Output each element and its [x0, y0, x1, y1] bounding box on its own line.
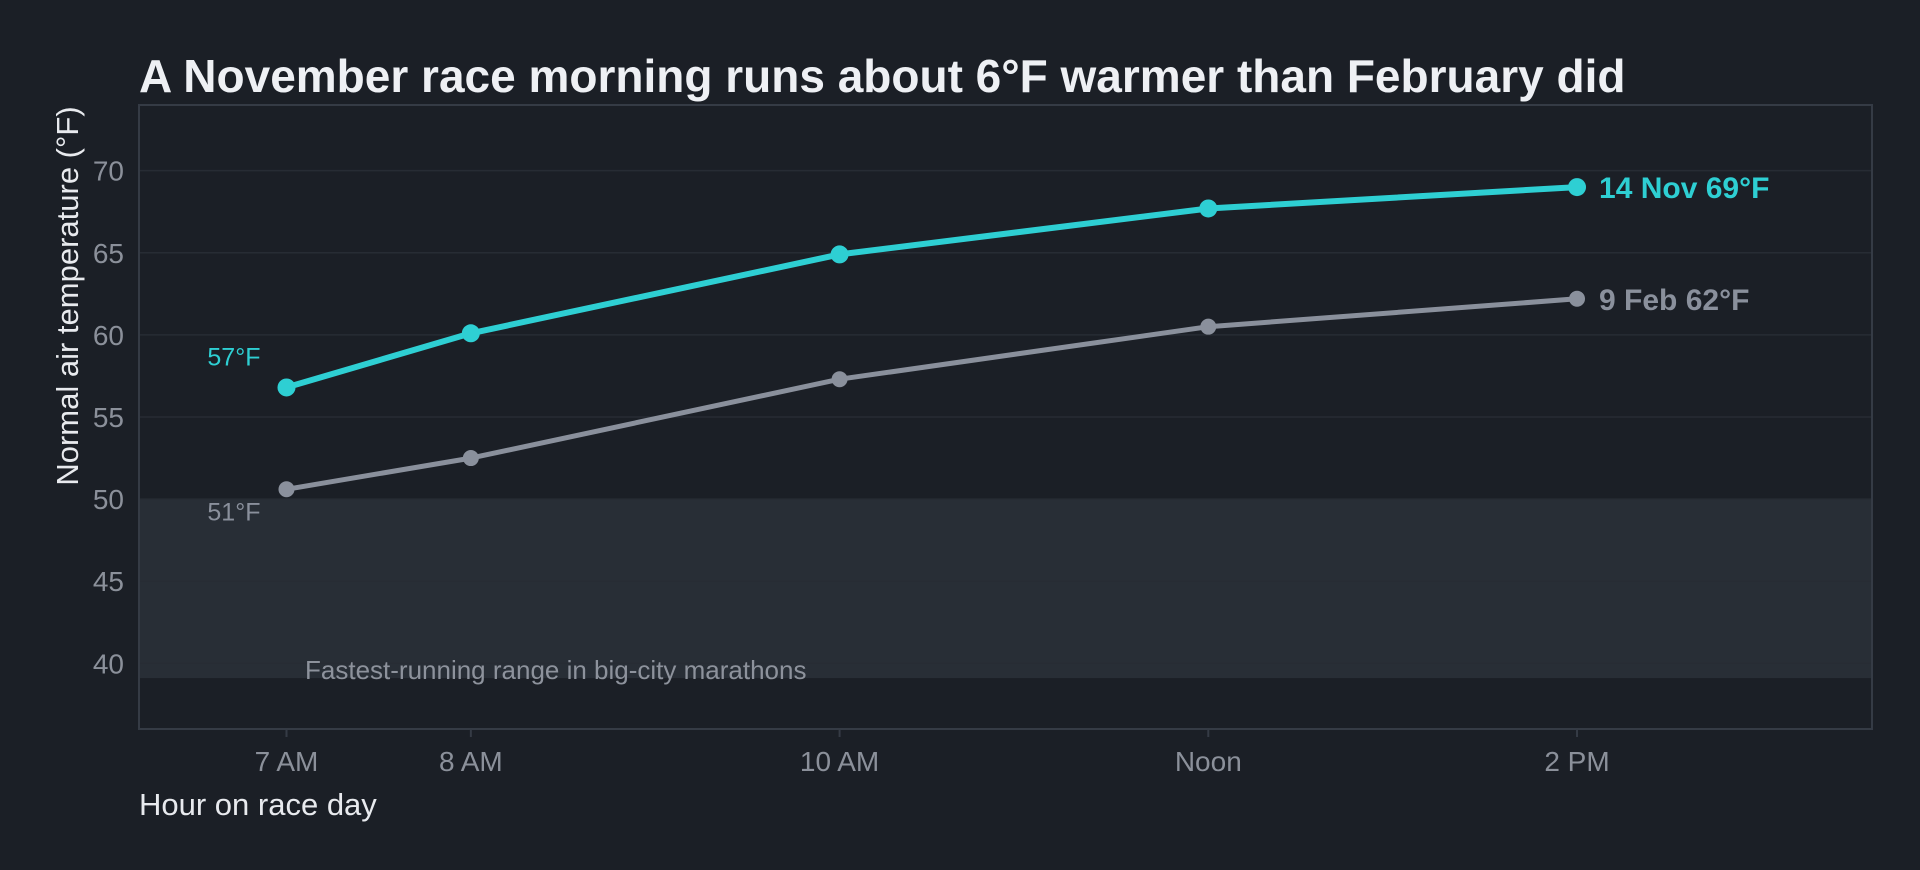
plot-border	[138, 104, 1873, 730]
series-end-label: 14 Nov 69°F	[1599, 172, 1769, 205]
x-axis-label: Hour on race day	[139, 787, 377, 822]
data-point-9-feb	[278, 481, 295, 498]
chart-title: A November race morning runs about 6°F w…	[139, 50, 1625, 102]
y-tick-label: 50	[93, 484, 124, 515]
data-point-14-nov	[277, 378, 296, 397]
series-end-label: 9 Feb 62°F	[1599, 284, 1749, 317]
fast-running-band	[139, 499, 1872, 679]
data-point-9-feb	[831, 371, 848, 388]
y-tick-label: 45	[93, 566, 124, 597]
y-tick-label: 40	[93, 648, 124, 679]
series-start-label: 57°F	[207, 343, 260, 371]
y-tick-label: 55	[93, 402, 124, 433]
data-point-9-feb	[1200, 318, 1217, 335]
y-tick-label: 65	[93, 238, 124, 269]
x-tick-label: Noon	[1175, 746, 1242, 777]
data-point-9-feb	[1569, 290, 1586, 307]
series-start-label: 51°F	[207, 498, 260, 526]
x-tick-label: 8 AM	[439, 746, 503, 777]
data-point-9-feb	[462, 450, 479, 467]
band-label: Fastest-running range in big-city marath…	[305, 655, 806, 685]
plot-area: 40 45 50 55 60 65 70 7 AM 8 AM 10 AM Noon 2 PM Faste…	[93, 104, 1873, 777]
data-point-14-nov	[1199, 199, 1218, 218]
data-point-14-nov	[1568, 178, 1587, 197]
data-point-14-nov	[830, 245, 849, 264]
x-tick-label: 7 AM	[255, 746, 319, 777]
data-point-14-nov	[461, 324, 480, 343]
y-tick-label: 70	[93, 156, 124, 187]
x-tick-label: 2 PM	[1544, 746, 1609, 777]
x-tick-label: 10 AM	[800, 746, 879, 777]
y-tick-label: 60	[93, 320, 124, 351]
y-axis-label: Normal air temperature (°F)	[50, 106, 85, 485]
